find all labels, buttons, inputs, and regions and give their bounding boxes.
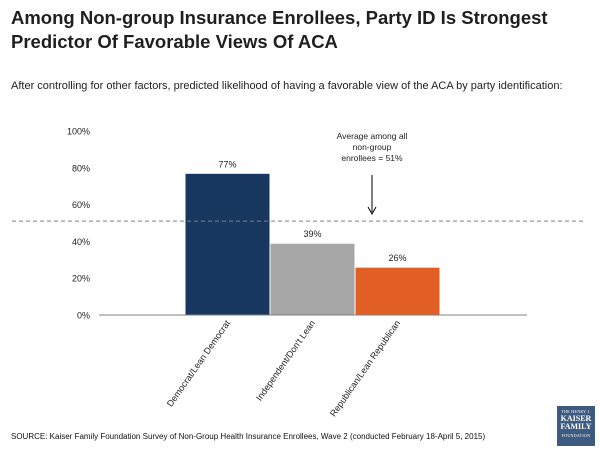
chart-title-line-1: Among Non-group Insurance Enrollees, Par… bbox=[11, 7, 548, 28]
bar-value-label: 26% bbox=[388, 253, 406, 263]
y-tick-label: 100% bbox=[67, 127, 90, 137]
annotation-text: enrollees = 51% bbox=[341, 153, 403, 163]
chart-subtitle: After controlling for other factors, pre… bbox=[11, 80, 563, 92]
bar bbox=[184, 172, 271, 316]
annotation-text: non-group bbox=[353, 142, 392, 152]
logo-line-2: KAISER bbox=[560, 414, 592, 423]
bar bbox=[269, 242, 356, 316]
bar-value-label: 39% bbox=[303, 229, 321, 239]
y-tick-label: 80% bbox=[72, 163, 90, 173]
chart-title-line-2: Predictor Of Favorable Views Of ACA bbox=[11, 31, 338, 52]
bar bbox=[354, 266, 441, 316]
logo-line-1: THE HENRY J. bbox=[561, 409, 591, 414]
y-tick-label: 60% bbox=[72, 200, 90, 210]
x-tick-label: Democrat/Lean Democrat bbox=[165, 318, 233, 409]
y-tick-label: 20% bbox=[72, 274, 90, 284]
annotation-arrow-head bbox=[367, 206, 377, 216]
x-tick-label: Republican/Lean Republican bbox=[328, 318, 402, 418]
y-tick-label: 0% bbox=[77, 311, 90, 321]
logo-line-3: FAMILY bbox=[560, 422, 592, 431]
chart-title: Among Non-group Insurance Enrollees, Par… bbox=[11, 6, 591, 54]
logo-line-4: FOUNDATION bbox=[561, 433, 591, 438]
source-note: SOURCE: Kaiser Family Foundation Survey … bbox=[11, 432, 486, 441]
bar-value-label: 77% bbox=[218, 159, 236, 169]
x-tick-label: Independent/Don't Lean bbox=[254, 318, 317, 402]
y-tick-label: 40% bbox=[72, 237, 90, 247]
annotation-text: Average among all bbox=[337, 131, 408, 141]
kff-logo: THE HENRY J. KAISER FAMILY FOUNDATION bbox=[557, 406, 595, 446]
